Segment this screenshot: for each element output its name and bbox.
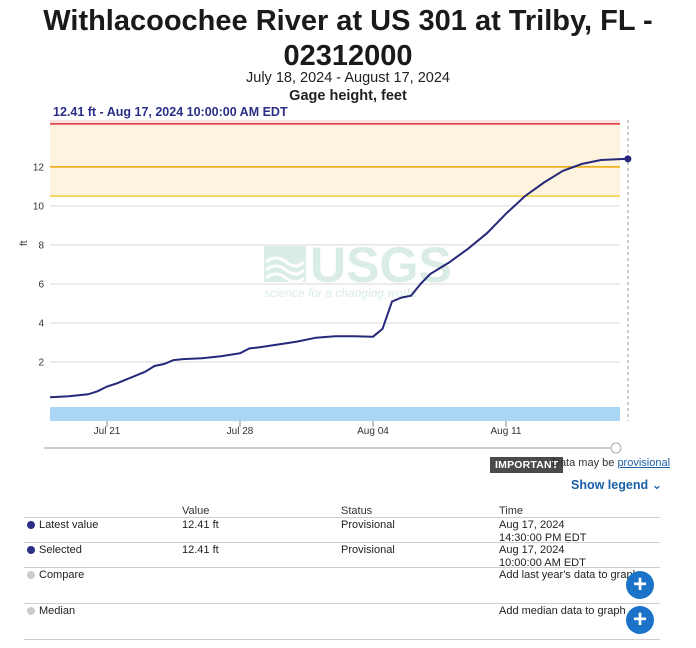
gage-height-line[interactable] xyxy=(49,157,628,399)
y-tick-label: 10 xyxy=(33,201,45,212)
y-tick-label: 2 xyxy=(38,358,44,369)
watermark-logo-text: USGS xyxy=(310,237,452,293)
legend-name: Compare xyxy=(39,569,85,581)
provisional-notice-text: Data may be xyxy=(552,457,615,469)
legend-value: 12.41 ft xyxy=(182,544,219,556)
legend-name: Median xyxy=(39,605,76,617)
x-tick-label: Aug 11 xyxy=(491,426,522,437)
usgs-watermark: USGS science for a changing world xyxy=(264,237,452,300)
selected-point-label: 12.41 ft - Aug 17, 2024 10:00:00 AM EDT xyxy=(53,105,288,119)
time-slider-handle[interactable] xyxy=(610,442,622,454)
legend-name: Selected xyxy=(39,544,82,556)
provisional-notice: Data may be provisional xyxy=(552,457,670,469)
compare-dot-icon xyxy=(27,571,35,579)
chevron-down-icon: ⌄ xyxy=(651,478,663,492)
watermark-tagline: science for a changing world xyxy=(264,286,416,300)
latest-value-dot-icon xyxy=(27,521,35,529)
time-brush-bar xyxy=(50,407,620,421)
latest-value-point[interactable] xyxy=(624,155,632,163)
parameter-label: Gage height, feet xyxy=(289,88,407,104)
hydrograph-chart[interactable]: USGS science for a changing world 2 4 6 8 10… xyxy=(0,0,696,460)
selected-dot-icon xyxy=(27,546,35,554)
legend-header-value: Value xyxy=(182,505,210,517)
time-slider-track[interactable] xyxy=(44,447,620,449)
x-tick-label: Jul 21 xyxy=(94,426,121,437)
legend-compare-action: Add last year's data to graph xyxy=(499,569,639,581)
legend-header-time: Time xyxy=(499,505,524,517)
legend-time-clock: 10:00:00 AM EDT xyxy=(499,557,586,569)
page-title: Withlacoochee River at US 301 at Trilby,… xyxy=(0,4,696,74)
title-line-1: Withlacoochee River at US 301 at Trilby,… xyxy=(43,5,653,37)
legend-median-action: Add median data to graph xyxy=(499,605,626,617)
y-tick-label: 6 xyxy=(38,279,44,290)
legend-time-date: Aug 17, 2024 xyxy=(499,544,565,556)
show-legend-label: Show legend xyxy=(571,478,649,492)
x-tick-label: Aug 04 xyxy=(357,426,389,437)
y-tick-label: 12 xyxy=(33,162,45,173)
legend-time-clock: 14:30:00 PM EDT xyxy=(499,532,587,544)
legend-name: Latest value xyxy=(39,519,99,531)
y-axis-label: ft xyxy=(19,240,30,246)
provisional-link[interactable]: provisional xyxy=(617,457,671,469)
y-tick-label: 4 xyxy=(38,319,44,330)
flood-band-high xyxy=(50,123,620,167)
add-median-button[interactable]: + xyxy=(626,606,654,634)
date-range: July 18, 2024 - August 17, 2024 xyxy=(246,70,450,86)
usgs-logo-icon xyxy=(264,246,306,284)
flood-band-mid xyxy=(50,166,620,197)
x-tick-label: Jul 28 xyxy=(227,426,254,437)
median-dot-icon xyxy=(27,607,35,615)
legend-time-date: Aug 17, 2024 xyxy=(499,519,565,531)
legend-status: Provisional xyxy=(341,544,395,556)
legend-value: 12.41 ft xyxy=(182,519,219,531)
legend-status: Provisional xyxy=(341,519,395,531)
important-badge: IMPORTANT xyxy=(490,457,564,473)
add-compare-button[interactable]: + xyxy=(626,571,654,599)
show-legend-button[interactable]: Show legend ⌄ xyxy=(571,477,662,492)
y-tick-label: 8 xyxy=(38,240,44,251)
legend-header-status: Status xyxy=(341,505,373,517)
title-line-2: 02312000 xyxy=(283,40,413,72)
flood-band-top xyxy=(50,120,620,124)
